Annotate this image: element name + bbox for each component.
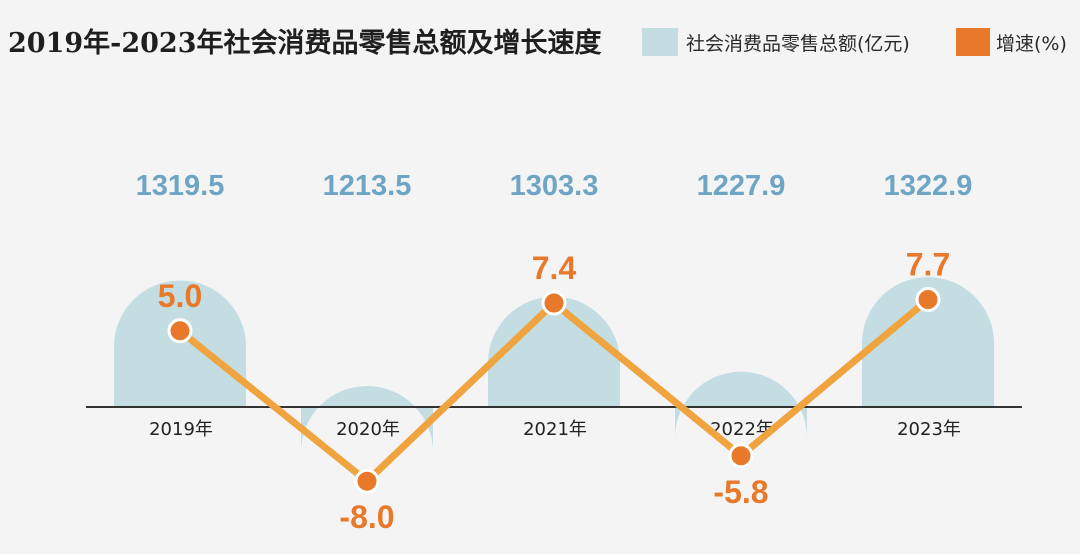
chart-title: 2019年-2023年社会消费品零售总额及增长速度	[8, 27, 602, 59]
bars-group: 1319.5 1213.5 1303.3 1227.9 1322.9	[114, 170, 994, 452]
bar-value-label-1: 1319.5	[136, 170, 225, 202]
growth-value-label-1: 5.0	[158, 278, 202, 314]
legend: 社会消费品零售总额(亿元) 增速(%)	[642, 28, 1067, 56]
bar-3	[488, 296, 620, 407]
bar-value-label-2: 1213.5	[323, 170, 412, 202]
growth-marker-3	[541, 290, 567, 316]
growth-line-group: 5.0 -8.0 7.4 -5.8 7.7	[158, 247, 950, 536]
bar-value-label-3: 1303.3	[510, 170, 599, 202]
growth-value-label-3: 7.4	[532, 250, 577, 286]
growth-value-label-4: -5.8	[713, 474, 768, 510]
bar-1	[114, 280, 246, 407]
growth-marker-4	[728, 443, 754, 469]
legend-line-label: 增速(%)	[996, 33, 1067, 55]
x-tick-label-4: 2022年	[710, 419, 774, 440]
bar-4	[675, 371, 807, 438]
growth-marker-1	[167, 318, 193, 344]
legend-line-swatch	[956, 28, 990, 56]
legend-bar-label: 社会消费品零售总额(亿元)	[686, 33, 910, 55]
bar-2	[301, 386, 433, 452]
growth-marker-5	[915, 287, 941, 313]
x-tick-label-5: 2023年	[897, 419, 961, 440]
bar-value-label-5: 1322.9	[884, 170, 973, 202]
bar-value-label-4: 1227.9	[697, 170, 786, 202]
bar-5	[862, 277, 994, 407]
x-tick-label-3: 2021年	[523, 419, 587, 440]
x-axis-ticks: 2019年 2020年 2021年 2022年 2023年	[149, 419, 961, 440]
growth-value-label-2: -8.0	[339, 499, 394, 535]
x-tick-label-2: 2020年	[336, 419, 400, 440]
x-tick-label-1: 2019年	[149, 419, 213, 440]
growth-marker-2	[354, 468, 380, 494]
legend-bar-swatch	[642, 28, 678, 56]
growth-value-label-5: 7.7	[906, 247, 950, 283]
